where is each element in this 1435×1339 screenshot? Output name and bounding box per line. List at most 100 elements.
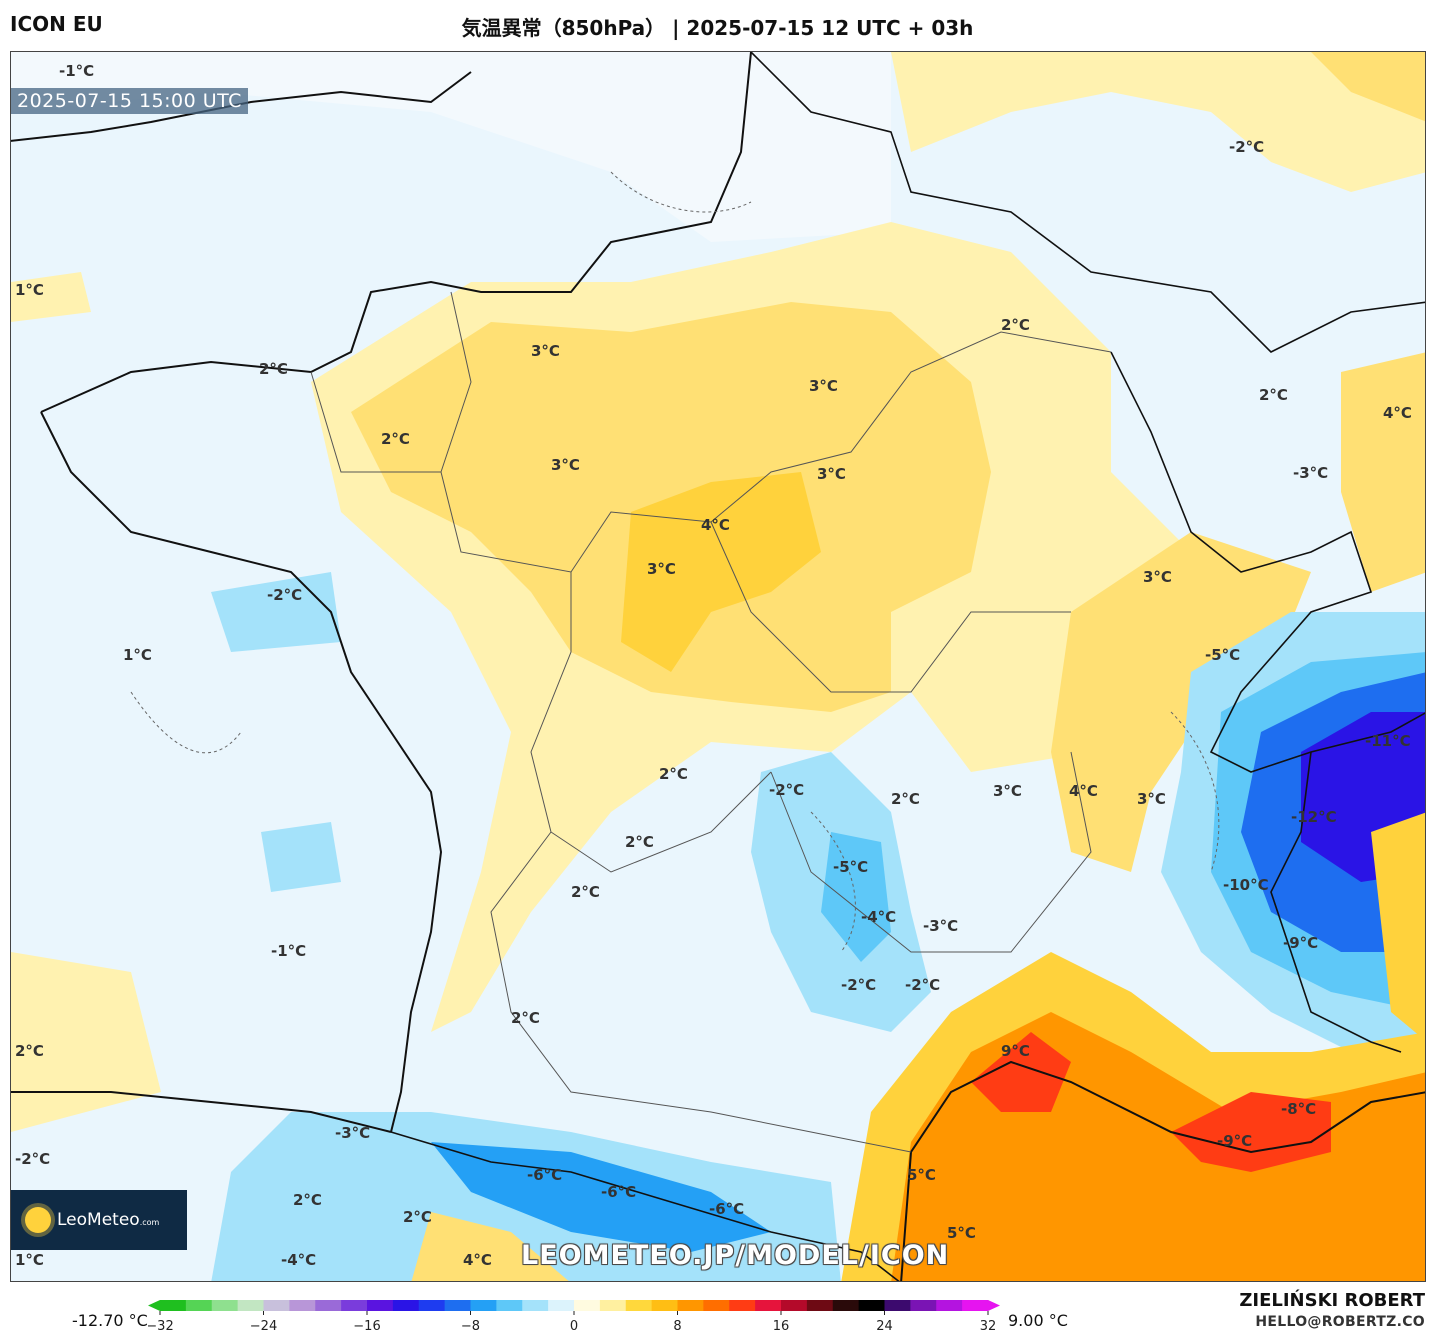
temp-label: 3°C <box>647 560 676 578</box>
sun-icon <box>25 1207 51 1233</box>
temp-label: 3°C <box>993 782 1022 800</box>
coastline-north <box>11 52 752 413</box>
colorbar-swatch <box>781 1300 808 1311</box>
model-name: ICON EU <box>10 12 103 36</box>
temp-label: 4°C <box>701 516 730 534</box>
temp-label: -5°C <box>833 858 868 876</box>
colorbar-swatch <box>858 1300 885 1311</box>
leometeo-logo: LeoMeteo.com <box>11 1190 187 1250</box>
author-email[interactable]: HELLO@ROBERTZ.CO <box>1255 1314 1425 1330</box>
temp-label: 5°C <box>947 1224 976 1242</box>
colorbar-swatch <box>755 1300 782 1311</box>
map-canvas: -1°C -2°C 1°C 2°C 3°C 2°C 3°C 3°C 3°C 2°… <box>11 52 1425 1281</box>
border-belgium-germany <box>750 52 1425 353</box>
temp-label: -2°C <box>267 586 302 604</box>
temp-label: 3°C <box>531 342 560 360</box>
colorbar-swatch <box>392 1300 420 1311</box>
colorbar-swatch <box>160 1300 187 1311</box>
italy-yellow <box>1371 812 1425 1041</box>
temp-label: 4°C <box>1383 404 1412 422</box>
temp-label: 2°C <box>381 430 410 448</box>
temp-label: 2°C <box>403 1208 432 1226</box>
colorbar-swatch <box>574 1300 601 1311</box>
colorbar-swatch <box>625 1300 653 1311</box>
colorbar-swatch <box>367 1300 394 1311</box>
temp-label: 4°C <box>1069 782 1098 800</box>
colorbar-tick-label: −8 <box>461 1319 480 1334</box>
temp-label: 3°C <box>1143 568 1172 586</box>
temp-label: -12°C <box>1291 808 1337 826</box>
temp-label: 2°C <box>891 790 920 808</box>
valid-time-badge: 2025-07-15 15:00 UTC <box>11 88 248 114</box>
temp-label: 2°C <box>511 1009 540 1027</box>
temp-label: -8°C <box>1281 1100 1316 1118</box>
colorbar-tick-label: −16 <box>353 1319 380 1334</box>
temp-label: -2°C <box>1229 138 1264 156</box>
coastline-spain-north <box>11 1091 392 1133</box>
temp-label: -9°C <box>1283 934 1318 952</box>
colorbar-swatch <box>651 1300 678 1311</box>
temp-label: 4°C <box>463 1251 492 1269</box>
colorbar-swatch <box>289 1300 316 1311</box>
temp-label: -2°C <box>905 976 940 994</box>
colorbar-arrow-right <box>988 1300 1000 1311</box>
author-name: ZIELIŃSKI ROBERT <box>1239 1290 1425 1311</box>
temp-label: 5°C <box>907 1166 936 1184</box>
coastline-mediterranean <box>900 1060 1425 1281</box>
colorbar-swatch <box>936 1300 963 1311</box>
colorbar-swatch <box>884 1300 911 1311</box>
northeast-pale-yellow <box>891 52 1425 192</box>
temp-label: 3°C <box>1137 790 1166 808</box>
temp-label: -2°C <box>841 976 876 994</box>
temp-label: 2°C <box>1001 316 1030 334</box>
colorbar-tick-label: 32 <box>980 1319 997 1334</box>
temp-label: -10°C <box>1223 876 1269 894</box>
temp-label: 1°C <box>123 646 152 664</box>
temp-label: 2°C <box>293 1191 322 1209</box>
massif-blue <box>821 832 891 962</box>
border-italy <box>1270 751 1402 1053</box>
border-switzerland <box>1110 351 1425 773</box>
temp-label: -3°C <box>335 1124 370 1142</box>
colorbar-swatch <box>677 1300 704 1311</box>
jura-yellow <box>1051 532 1311 872</box>
colorbar-tick-label: −24 <box>250 1319 277 1334</box>
temp-label: 1°C <box>15 281 44 299</box>
temp-label: -9°C <box>1217 1132 1252 1150</box>
colorbar-min-label: -12.70 °C <box>72 1311 148 1330</box>
temp-label: -6°C <box>709 1200 744 1218</box>
colorbar-swatch <box>522 1300 549 1311</box>
temp-label: -1°C <box>59 62 94 80</box>
colorbar-swatch <box>444 1300 471 1311</box>
temp-label: 2°C <box>659 765 688 783</box>
colorbar-swatch <box>263 1300 290 1311</box>
temp-label: -4°C <box>861 908 896 926</box>
colorbar-swatch <box>832 1300 860 1311</box>
temp-label: 9°C <box>1001 1042 1030 1060</box>
temp-label: -4°C <box>281 1251 316 1269</box>
colorbar-max-label: 9.00 °C <box>1008 1311 1068 1330</box>
temp-label: -1°C <box>271 942 306 960</box>
colorbar-swatch <box>470 1300 497 1311</box>
map-title: 気温異常（850hPa） | 2025-07-15 12 UTC + 03h <box>461 16 974 40</box>
temp-label: 2°C <box>571 883 600 901</box>
temperature-labels: -1°C -2°C 1°C 2°C 3°C 2°C 3°C 3°C 3°C 2°… <box>15 62 1412 1269</box>
colorbar-swatch <box>729 1300 756 1311</box>
colorbar-swatch <box>703 1300 730 1311</box>
coastline-atlantic <box>40 411 443 1133</box>
temperature-anomaly-map: -1°C -2°C 1°C 2°C 3°C 2°C 3°C 3°C 3°C 2°… <box>10 51 1426 1282</box>
temp-label: -11°C <box>1365 732 1411 750</box>
colorbar-swatch <box>237 1300 264 1311</box>
colorbar-tick-label: 8 <box>673 1319 681 1334</box>
contour-lines <box>130 171 1220 953</box>
colorbar: −32 −24 −16 −8 0 8 16 24 32 <box>148 1300 1000 1334</box>
colorbar-tick-label: 24 <box>876 1319 893 1334</box>
temp-label: 3°C <box>551 456 580 474</box>
colorbar-swatch <box>962 1300 989 1311</box>
logo-suffix: .com <box>139 1218 160 1227</box>
colorbar-swatch <box>910 1300 937 1311</box>
spain-yellow <box>411 1212 569 1281</box>
atlantic-north-yellow <box>11 272 91 322</box>
colorbar-swatch <box>806 1300 834 1311</box>
colorbar-arrow-left <box>148 1300 160 1311</box>
